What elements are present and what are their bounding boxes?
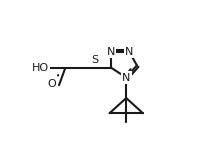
Text: O: O <box>48 79 56 89</box>
Text: N: N <box>107 47 115 57</box>
Text: N: N <box>122 73 130 83</box>
Text: HO: HO <box>32 63 49 73</box>
Text: N: N <box>125 47 133 57</box>
Text: S: S <box>92 55 99 65</box>
